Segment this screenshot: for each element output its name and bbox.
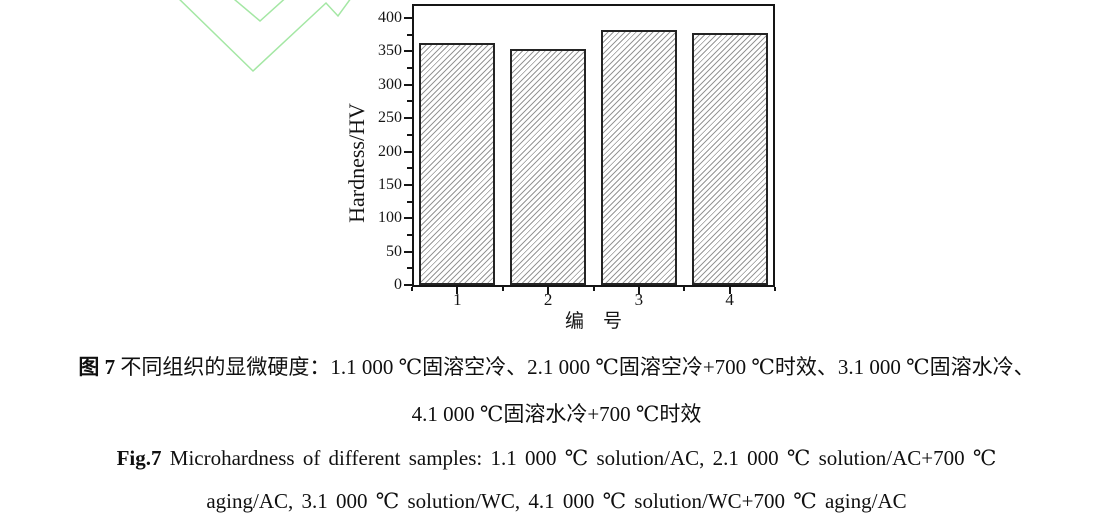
y-minor-tick — [407, 100, 412, 103]
y-minor-tick — [407, 167, 412, 170]
x-tick-label: 2 — [543, 290, 553, 309]
y-minor-tick — [407, 200, 412, 203]
y-minor-tick — [407, 133, 412, 136]
caption-english-line2: aging/AC, 3.1 000 ℃ solution/WC, 4.1 000… — [206, 489, 907, 513]
caption-english-text: Microhardness of different samples: 1.1 … — [161, 446, 997, 470]
y-tick-label: 0 — [394, 276, 402, 293]
x-tick-label: 4 — [725, 290, 734, 309]
x-axis-title: 编 号 — [564, 311, 622, 332]
x-minor-tick — [683, 287, 686, 291]
x-major-tick — [728, 287, 731, 294]
x-major-tick — [547, 287, 550, 294]
caption-chinese-text: 不同组织的显微硬度：1.1 000 ℃固溶空冷、2.1 000 ℃固溶空冷+70… — [115, 355, 1035, 379]
y-tick-label: 350 — [378, 42, 402, 60]
y-major-tick — [404, 17, 412, 19]
x-tick-label: 3 — [634, 290, 644, 309]
y-major-tick — [404, 250, 412, 253]
bar-sample-3 — [600, 30, 677, 285]
x-minor-tick — [411, 287, 413, 291]
bar-sample-2 — [510, 49, 587, 285]
y-major-tick — [404, 284, 412, 286]
bar-sample-1 — [419, 42, 496, 285]
caption-english-figure-number: Fig.7 — [116, 446, 162, 470]
y-major-tick — [404, 117, 412, 120]
x-minor-tick — [592, 287, 595, 291]
y-major-tick — [404, 217, 412, 220]
y-tick-label: 300 — [378, 75, 402, 93]
y-major-tick — [404, 83, 412, 86]
y-minor-tick — [407, 67, 412, 70]
caption-chinese-line1: 图 7 不同组织的显微硬度：1.1 000 ℃固溶空冷、2.1 000 ℃固溶空… — [0, 351, 1113, 383]
x-minor-tick — [774, 287, 776, 291]
y-tick-label: 150 — [378, 175, 402, 193]
bar-sample-4 — [691, 32, 768, 285]
x-minor-tick — [501, 287, 504, 291]
y-major-tick — [404, 183, 412, 186]
y-tick-label: 50 — [386, 242, 402, 260]
y-tick-label: 400 — [378, 9, 402, 26]
y-minor-tick — [407, 267, 412, 270]
caption-chinese-figure-number: 图 7 — [78, 355, 116, 379]
x-major-tick — [456, 287, 459, 294]
y-minor-tick — [407, 233, 412, 236]
caption-chinese-line2: 4.1 000 ℃固溶水冷+700 ℃时效 — [411, 402, 702, 426]
y-tick-label: 200 — [378, 142, 402, 160]
caption-english-line1: Fig.7 Microhardness of different samples… — [0, 442, 1113, 474]
y-major-tick — [404, 50, 412, 53]
bar-chart: Hardness/HV 编 号 0 50 100 150 200 250 300 350 400… — [344, 4, 776, 332]
y-tick-label: 100 — [378, 209, 402, 227]
x-tick-label: 1 — [453, 290, 462, 309]
y-tick-label: 250 — [378, 109, 402, 127]
x-major-tick — [637, 287, 640, 294]
y-minor-tick — [407, 33, 412, 36]
y-major-tick — [404, 150, 412, 153]
